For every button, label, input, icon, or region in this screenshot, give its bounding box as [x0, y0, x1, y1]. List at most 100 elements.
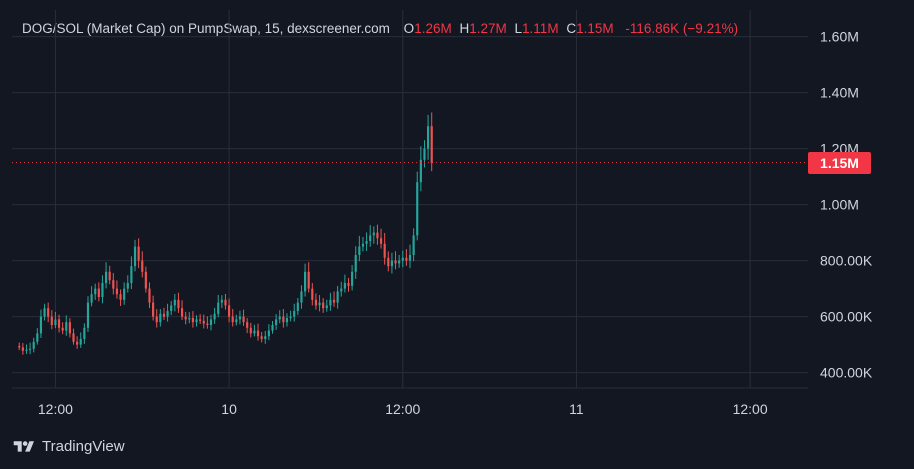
- candle-body: [235, 319, 238, 323]
- candle-body: [329, 299, 332, 306]
- candle-body: [123, 288, 126, 300]
- candle-body: [242, 316, 245, 323]
- x-tick-label: 12:00: [38, 401, 73, 417]
- candle-body: [303, 271, 307, 292]
- grid-lines: [12, 10, 808, 388]
- x-axis-labels: 12:00 10 12:00 11 12:00: [38, 401, 768, 417]
- candle-body: [271, 325, 274, 331]
- y-tick-label: 600.00K: [820, 309, 873, 325]
- candle-body: [32, 341, 35, 349]
- candle-body: [202, 320, 205, 324]
- y-tick-label: 1.00M: [820, 197, 859, 213]
- candle-body: [68, 322, 71, 334]
- candle-body: [278, 316, 281, 320]
- candle-body: [126, 283, 129, 289]
- candle-body: [97, 288, 100, 297]
- close-key: C: [566, 21, 577, 36]
- y-tick-label: 800.00K: [820, 253, 873, 269]
- high-key: H: [459, 21, 470, 36]
- candle-body: [369, 235, 372, 241]
- candle-body: [152, 302, 155, 317]
- candle-body: [275, 319, 278, 325]
- candle-body: [256, 330, 260, 337]
- candle-body: [206, 323, 209, 325]
- candle-body: [144, 271, 147, 289]
- tradingview-footer[interactable]: TradingView: [12, 438, 125, 455]
- candle-body: [365, 241, 368, 244]
- candle-body: [199, 319, 202, 321]
- candle-body: [264, 336, 267, 339]
- low-value: 1.11M: [522, 21, 559, 36]
- candle-body: [173, 299, 176, 306]
- candle-body: [213, 313, 216, 320]
- candles-group: [18, 112, 433, 355]
- y-axis-labels: 1.60M1.40M1.20M1.00M800.00K600.00K400.00…: [820, 29, 873, 381]
- candle-body: [76, 341, 79, 345]
- candle-body: [267, 330, 270, 337]
- candle-body: [296, 302, 299, 311]
- candle-body: [318, 302, 321, 306]
- candle-body: [18, 346, 21, 348]
- candle-body: [57, 319, 61, 328]
- candle-body: [387, 257, 390, 267]
- candle-body: [416, 182, 419, 236]
- candle-body: [228, 305, 231, 317]
- candle-body: [184, 316, 187, 320]
- candle-body: [101, 283, 104, 297]
- candle-body: [209, 319, 213, 325]
- candle-body: [133, 246, 137, 267]
- candle-body: [155, 316, 158, 323]
- close-value: 1.15M: [576, 21, 614, 36]
- candle-body: [43, 308, 46, 317]
- candle-body: [343, 283, 346, 289]
- candle-body: [191, 318, 194, 323]
- candle-body: [307, 271, 310, 289]
- candle-body: [112, 280, 115, 289]
- candle-body: [220, 299, 223, 303]
- candle-body: [332, 299, 336, 303]
- candle-body: [177, 299, 180, 309]
- candle-body: [398, 260, 401, 264]
- candle-body: [166, 311, 169, 317]
- candle-body: [314, 299, 318, 306]
- y-tick-label: 1.60M: [820, 29, 859, 45]
- candle-body: [108, 271, 111, 281]
- candle-body: [159, 313, 162, 323]
- candle-body: [372, 232, 375, 236]
- candle-body: [379, 238, 383, 244]
- candle-body: [72, 333, 75, 342]
- candle-body: [260, 336, 263, 339]
- open-value: 1.26M: [414, 21, 452, 36]
- candle-body: [246, 322, 249, 328]
- candle-body: [408, 255, 412, 261]
- candle-body: [376, 232, 379, 239]
- candle-body: [383, 243, 386, 258]
- candle-body: [354, 255, 357, 272]
- candle-body: [54, 319, 57, 325]
- candle-body: [311, 288, 314, 300]
- candle-body: [358, 246, 361, 255]
- candle-body: [361, 243, 365, 247]
- candle-body: [29, 348, 32, 350]
- candle-body: [405, 257, 408, 261]
- candle-body: [148, 288, 151, 303]
- candle-body: [282, 316, 285, 323]
- y-tick-label: 400.00K: [820, 365, 873, 381]
- candle-body: [21, 347, 24, 351]
- candle-body: [238, 316, 242, 320]
- current-price-badge: 1.15M: [808, 151, 871, 174]
- candle-body: [351, 271, 354, 286]
- candle-body: [394, 260, 397, 264]
- candle-body: [231, 316, 234, 323]
- x-tick-label: 10: [221, 401, 237, 417]
- candle-body: [170, 305, 173, 311]
- candle-body: [347, 283, 350, 286]
- candle-body: [90, 294, 93, 303]
- candle-body: [39, 316, 43, 334]
- candle-body: [401, 257, 404, 261]
- y-tick-label: 1.40M: [820, 85, 859, 101]
- candle-body: [65, 322, 68, 331]
- change-value: -116.86K (−9.21%): [625, 21, 739, 36]
- tradingview-brand-text: TradingView: [42, 438, 125, 455]
